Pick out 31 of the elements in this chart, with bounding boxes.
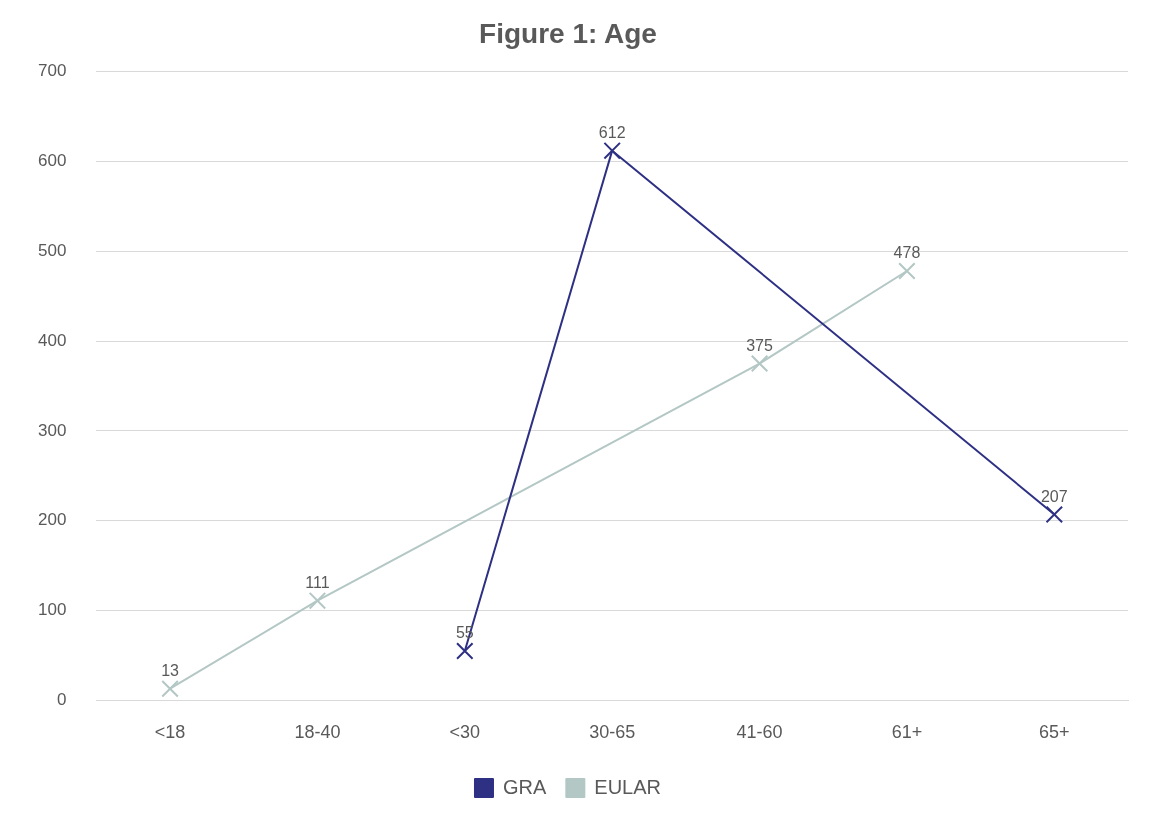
point <box>308 591 327 610</box>
y-tick-label: 500 <box>37 240 67 260</box>
x-tick-label: 61+ <box>891 722 923 743</box>
chart-title: Figure 1: Age <box>479 17 657 49</box>
x-tick-label: 18-40 <box>294 722 341 743</box>
point <box>898 262 916 280</box>
y-tick-label: 600 <box>37 151 67 171</box>
data-label: 111 <box>305 574 330 592</box>
y-tick-label: 300 <box>37 420 67 440</box>
x-tick-label: 30-65 <box>589 722 636 743</box>
point <box>161 679 179 698</box>
data-label: 478 <box>893 244 921 262</box>
legend-label: GRA <box>502 775 547 798</box>
legend-label: EULAR <box>594 775 662 798</box>
point <box>603 141 621 160</box>
point <box>456 642 474 660</box>
data-label: 13 <box>161 662 180 680</box>
y-tick-label: 200 <box>37 510 67 530</box>
data-label: 375 <box>746 336 773 354</box>
point <box>750 354 769 373</box>
y-tick-label: 100 <box>37 600 67 620</box>
y-tick-label: 700 <box>37 61 67 81</box>
data-label: 207 <box>1040 487 1068 505</box>
y-tick-label: 0 <box>56 690 67 710</box>
x-tick-label: <18 <box>154 722 186 743</box>
x-tick-label: <30 <box>449 722 481 743</box>
x-tick-label: 41-60 <box>736 722 783 743</box>
point <box>1045 505 1064 524</box>
x-tick-label: 65+ <box>1039 722 1070 743</box>
y-tick-label: 400 <box>37 330 67 350</box>
data-label: 612 <box>598 124 626 142</box>
